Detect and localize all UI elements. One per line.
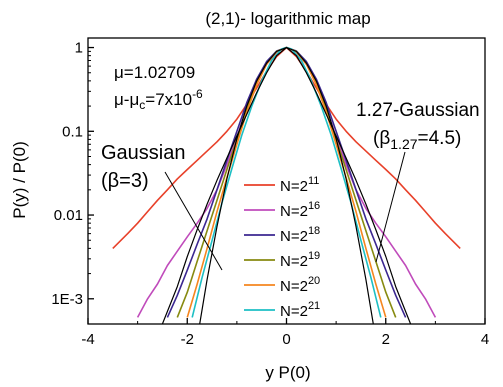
gaussian-annotation-title: Gaussian [101, 142, 186, 164]
y-tick-label: 1E-3 [51, 291, 83, 308]
q-gaussian-annotation-beta: (β1.27=4.5) [373, 128, 461, 152]
q-gaussian-annotation-title: 1.27-Gaussian [356, 100, 480, 121]
x-tick-label: 4 [481, 331, 489, 348]
y-tick-label: 1 [75, 40, 83, 57]
series-layer [112, 46, 461, 324]
x-tick-label: 0 [282, 331, 290, 348]
chart-title: (2,1)- logarithmic map [205, 9, 370, 28]
legend-entry-label: N=221 [280, 300, 320, 320]
legend-entry-label: N=211 [280, 175, 319, 195]
mu-value-label: μ=1.02709 [114, 63, 195, 82]
gaussian-annotation-beta: (β=3) [101, 170, 149, 192]
x-tick-label: -2 [181, 331, 194, 348]
x-tick-label: 2 [382, 331, 390, 348]
legend-entry-label: N=220 [280, 275, 320, 295]
legend-entry-label: N=218 [280, 225, 320, 245]
y-tick-label: 0.01 [54, 207, 83, 224]
y-tick-label: 0.1 [62, 123, 83, 140]
x-tick-label: -4 [81, 331, 94, 348]
legend: N=211 N=216 N=218 N=219 N=220 N=221 [244, 175, 320, 320]
gaussian-annotation-pointer [164, 171, 223, 271]
series-line-7 [161, 46, 412, 324]
y-axis-label: P(y) / P(0) [10, 141, 29, 218]
q-gaussian-annotation-pointer [375, 151, 406, 263]
legend-entry-label: N=219 [280, 250, 320, 270]
mu-difference-label: μ-μc=7x10-6 [114, 87, 203, 112]
x-axis-label: y P(0) [265, 363, 310, 382]
tick-layer: -4 -2 0 2 4 1 0.1 0.01 1E-3 [51, 40, 489, 348]
legend-entry-label: N=216 [280, 200, 320, 220]
